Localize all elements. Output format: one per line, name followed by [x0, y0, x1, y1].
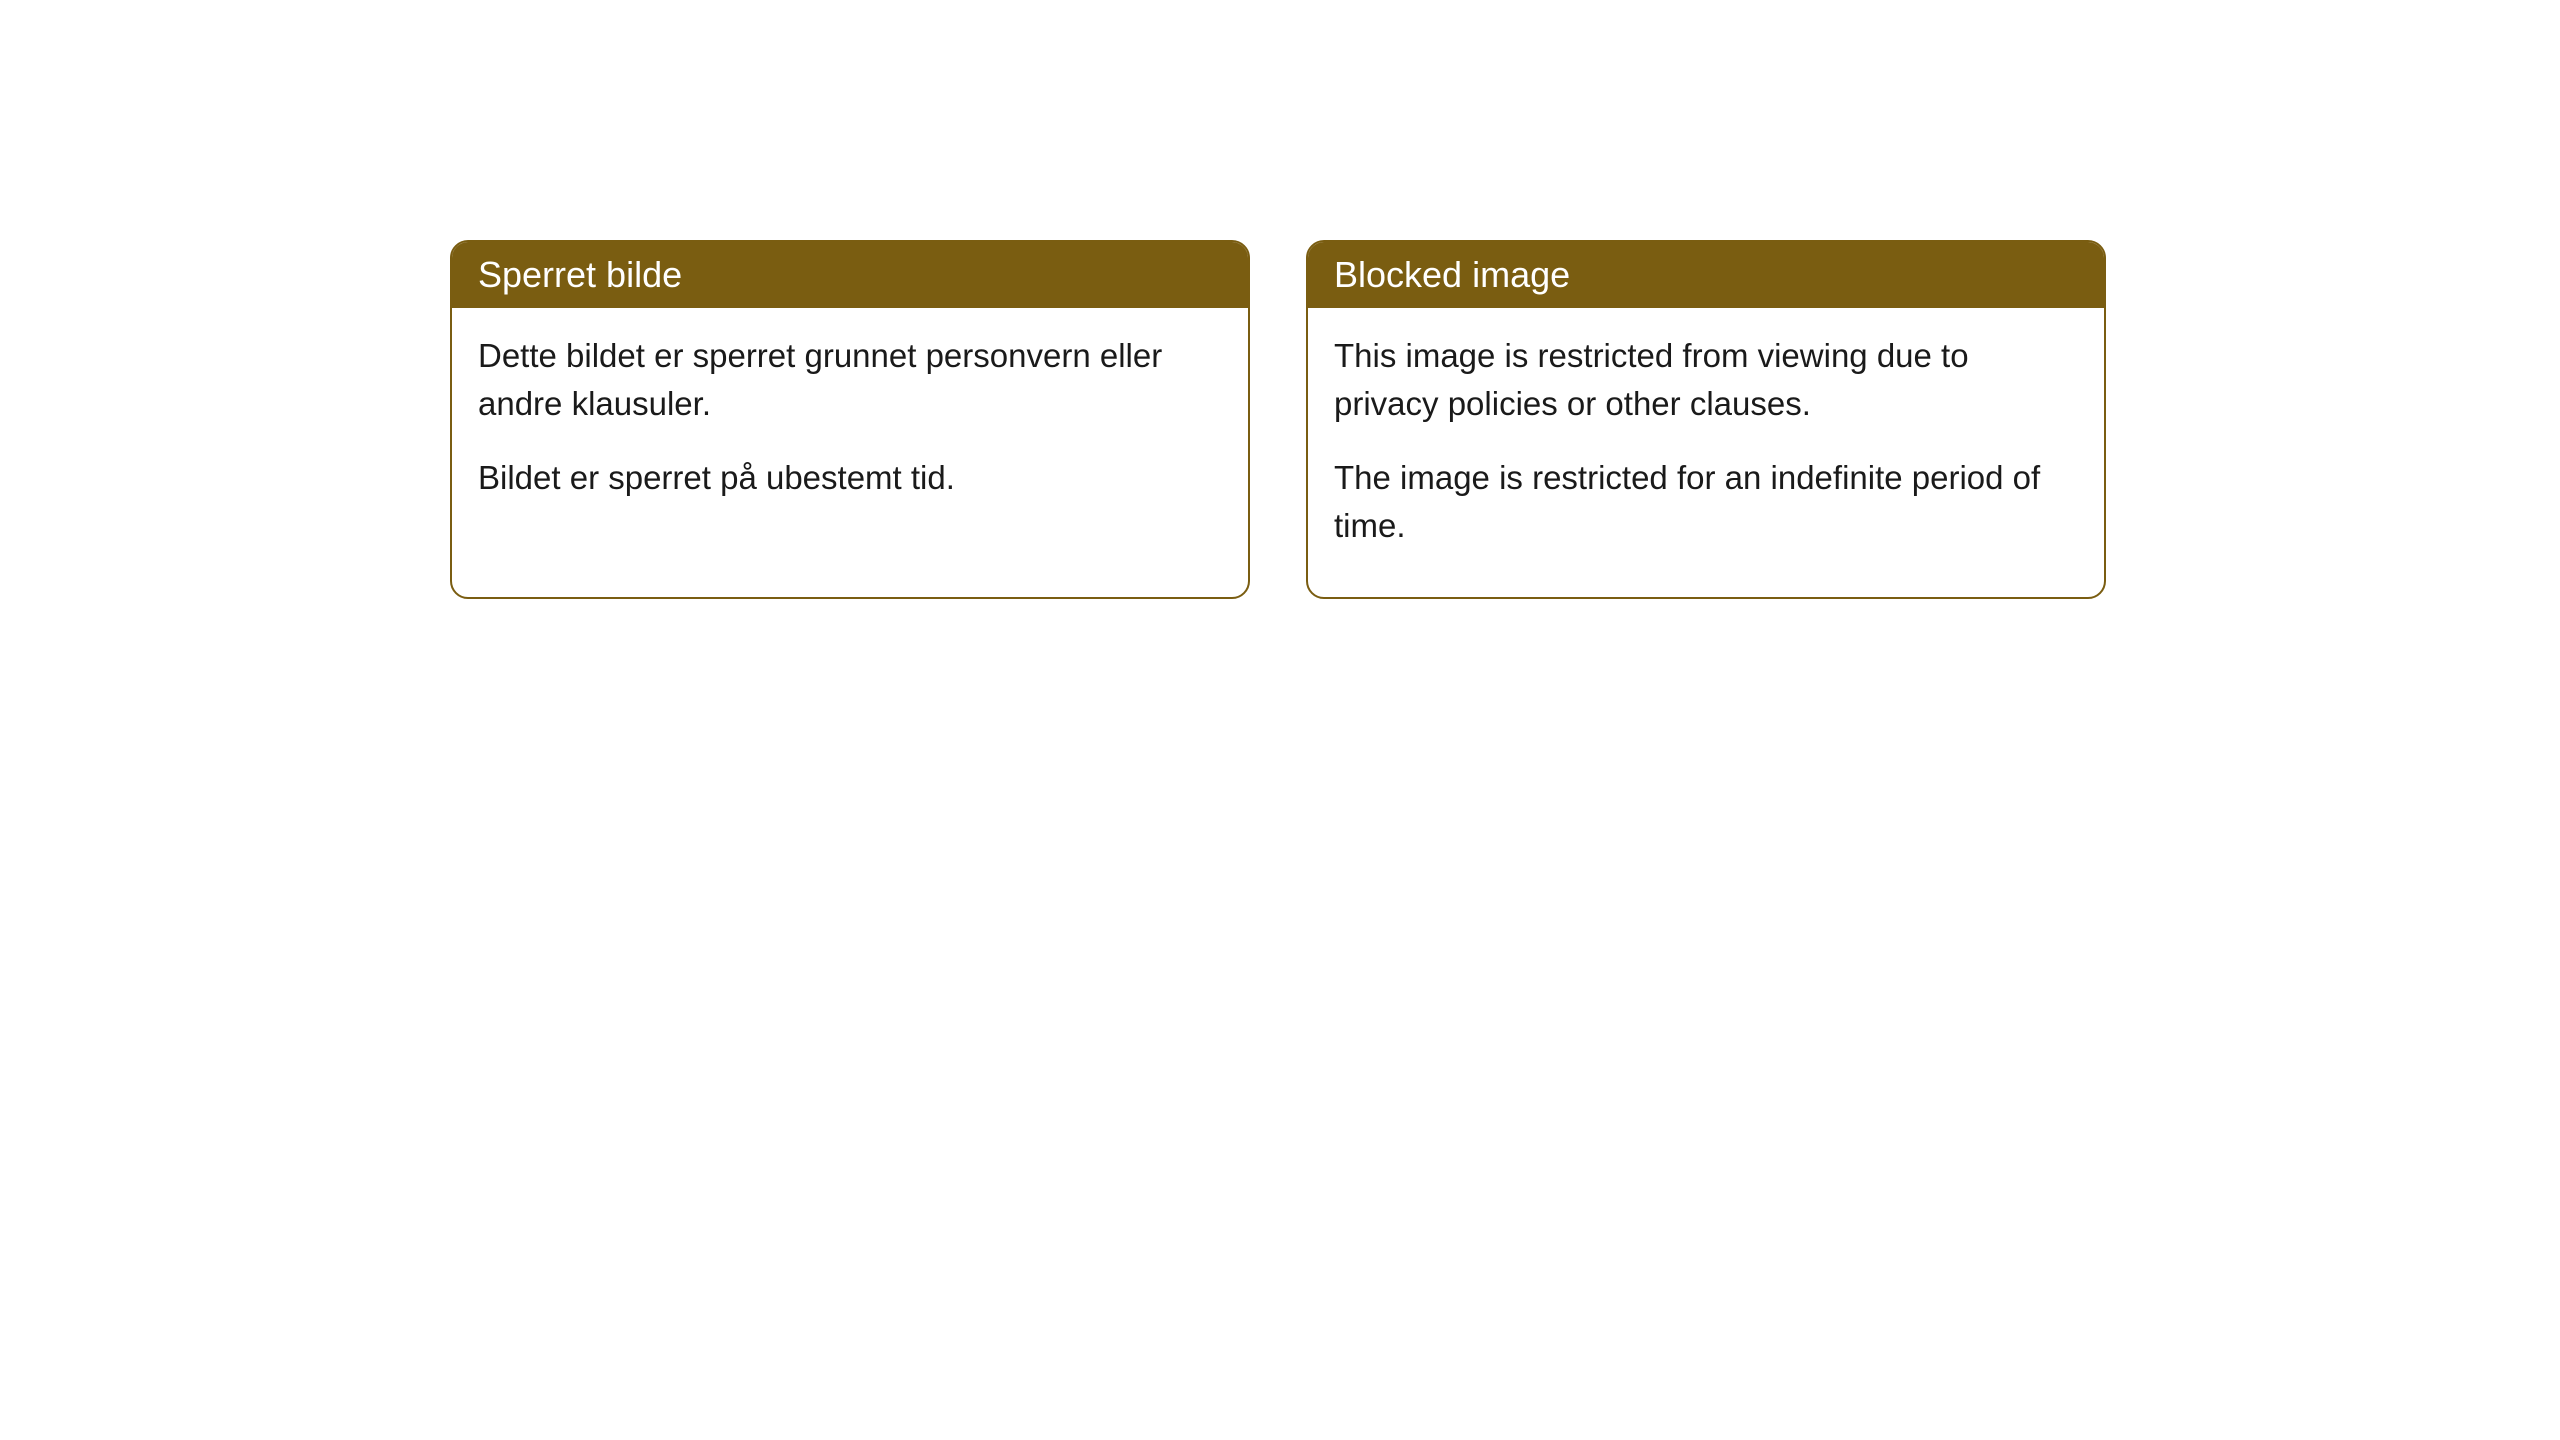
card-paragraph: This image is restricted from viewing du…	[1334, 332, 2078, 428]
card-header: Blocked image	[1308, 242, 2104, 308]
card-title: Blocked image	[1334, 254, 1570, 295]
card-header: Sperret bilde	[452, 242, 1248, 308]
card-body: This image is restricted from viewing du…	[1308, 308, 2104, 597]
card-paragraph: Bildet er sperret på ubestemt tid.	[478, 454, 1222, 502]
card-title: Sperret bilde	[478, 254, 682, 295]
card-body: Dette bildet er sperret grunnet personve…	[452, 308, 1248, 550]
notice-cards-container: Sperret bilde Dette bildet er sperret gr…	[450, 240, 2106, 599]
card-paragraph: The image is restricted for an indefinit…	[1334, 454, 2078, 550]
notice-card-norwegian: Sperret bilde Dette bildet er sperret gr…	[450, 240, 1250, 599]
notice-card-english: Blocked image This image is restricted f…	[1306, 240, 2106, 599]
card-paragraph: Dette bildet er sperret grunnet personve…	[478, 332, 1222, 428]
